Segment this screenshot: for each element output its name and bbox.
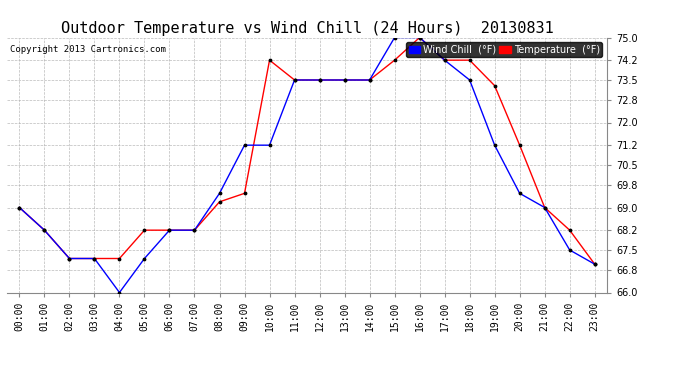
Text: Copyright 2013 Cartronics.com: Copyright 2013 Cartronics.com [10, 45, 166, 54]
Legend: Wind Chill  (°F), Temperature  (°F): Wind Chill (°F), Temperature (°F) [406, 42, 602, 57]
Title: Outdoor Temperature vs Wind Chill (24 Hours)  20130831: Outdoor Temperature vs Wind Chill (24 Ho… [61, 21, 553, 36]
